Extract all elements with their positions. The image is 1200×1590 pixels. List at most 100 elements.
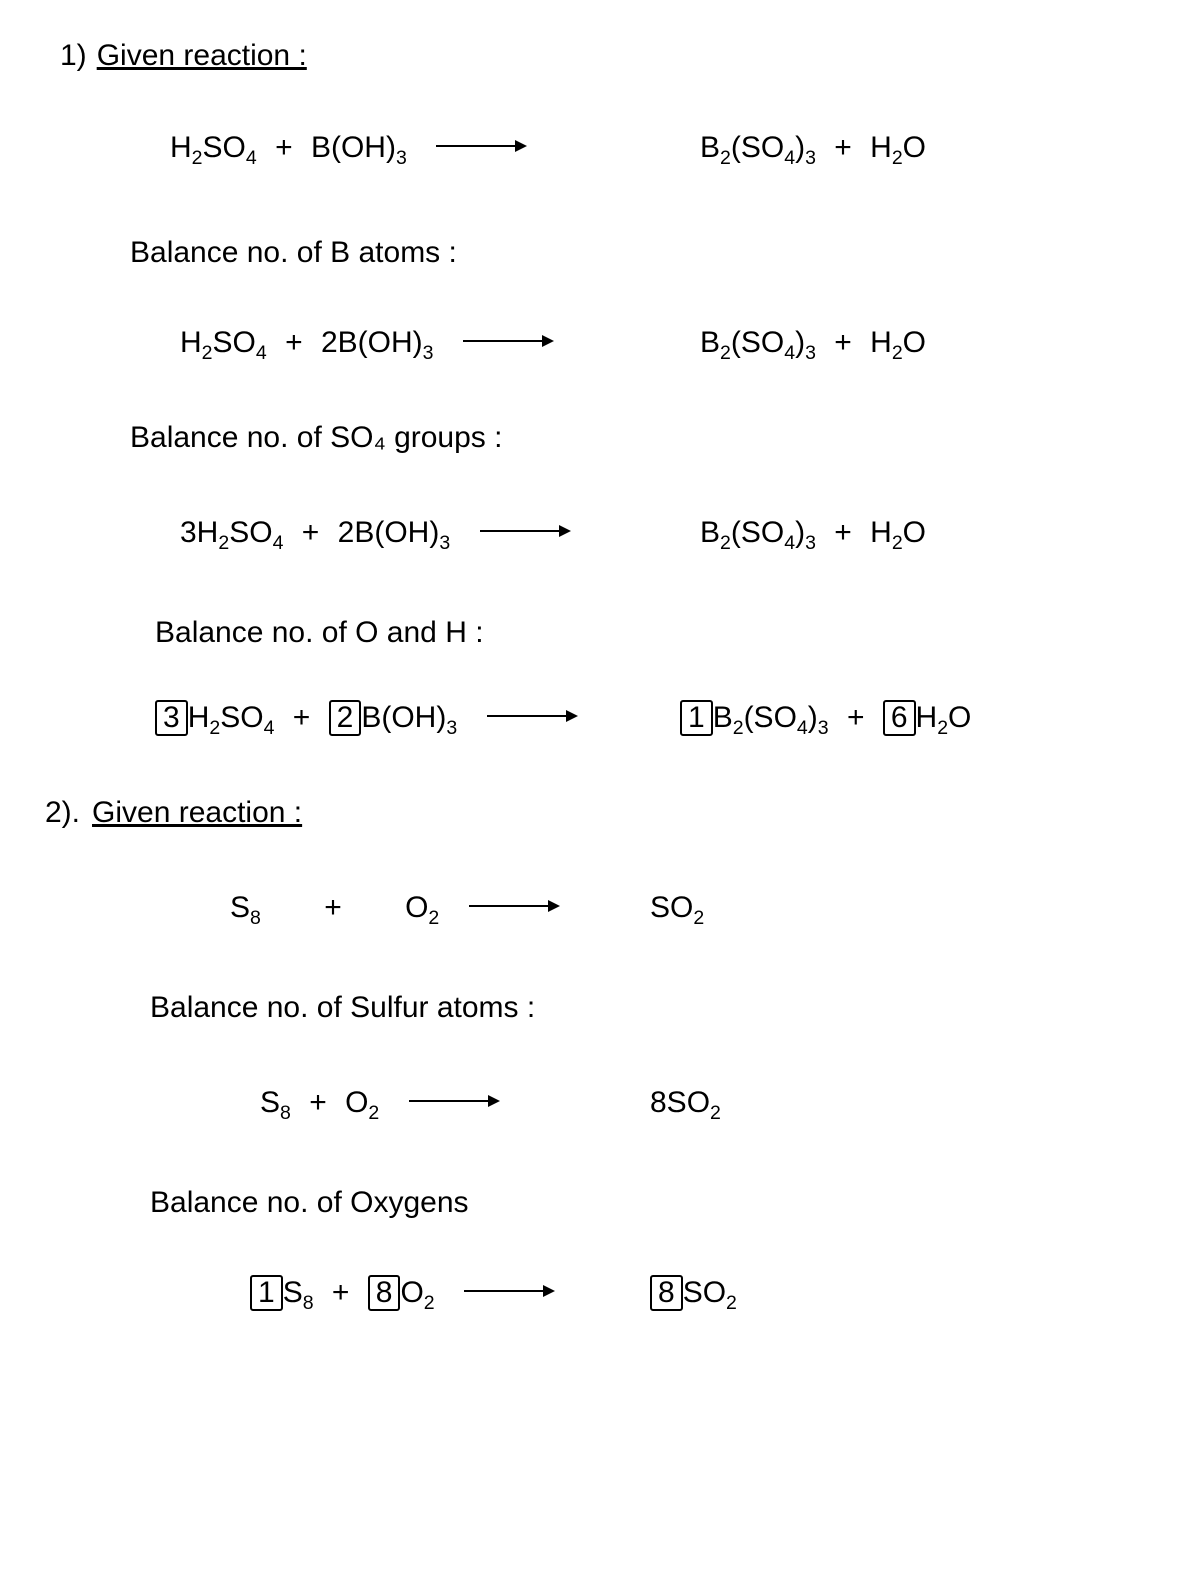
section-heading: Given reaction : bbox=[92, 796, 302, 829]
plus-sign: + bbox=[267, 326, 321, 359]
equation-rhs: 1B2(SO4)3 + 6H2O bbox=[680, 700, 971, 740]
chem-term: B2 bbox=[700, 516, 731, 549]
reaction-arrow-icon bbox=[455, 1272, 565, 1308]
chem-term: O2 bbox=[345, 1086, 379, 1119]
equation-line: 3H2SO4 + 2B(OH)3B2(SO4)3 + H2O bbox=[180, 515, 600, 555]
equation-lhs: 3H2SO4 + 2B(OH)3 bbox=[155, 701, 457, 734]
chem-term: SO2 bbox=[650, 891, 704, 924]
chem-term: S8 bbox=[260, 1086, 291, 1119]
chem-term: )3 bbox=[795, 516, 816, 549]
chem-term: S8 bbox=[230, 891, 261, 924]
chem-term: O bbox=[903, 516, 926, 549]
chem-term: O2 bbox=[405, 891, 439, 924]
plus-sign: + bbox=[274, 701, 328, 734]
chem-term: B(OH)3 bbox=[311, 131, 407, 164]
chem-term: O bbox=[903, 131, 926, 164]
equation-lhs: 3H2SO4 + 2B(OH)3 bbox=[180, 516, 450, 549]
chem-term: H2 bbox=[180, 326, 213, 359]
coefficient-box: 1 bbox=[250, 1275, 283, 1311]
equation-line: S8 + O2SO2 bbox=[230, 890, 589, 930]
coefficient-box: 8 bbox=[368, 1275, 401, 1311]
plus-sign: + bbox=[261, 891, 405, 924]
equation-lhs: 1S8 + 8O2 bbox=[250, 1276, 435, 1309]
chem-term: H2 bbox=[870, 326, 903, 359]
equation-lhs: S8 + O2 bbox=[260, 1086, 379, 1119]
chem-term: B2 bbox=[700, 326, 731, 359]
chem-term: B(OH)3 bbox=[361, 701, 457, 734]
chem-term: H2 bbox=[188, 701, 221, 734]
equation-rhs: B2(SO4)3 + H2O bbox=[700, 515, 926, 555]
section-heading: Given reaction : bbox=[97, 39, 307, 72]
text-label: Balance no. of O and H : bbox=[155, 616, 484, 649]
equation-lhs: H2SO4 + 2B(OH)3 bbox=[180, 326, 434, 359]
chem-term: (SO4 bbox=[731, 131, 795, 164]
chem-term: (SO4 bbox=[731, 516, 795, 549]
chem-term: B2 bbox=[713, 701, 744, 734]
equation-line: H2SO4 + 2B(OH)3B2(SO4)3 + H2O bbox=[180, 325, 584, 365]
plus-sign: + bbox=[283, 516, 337, 549]
reaction-arrow-icon bbox=[427, 127, 537, 163]
chem-term: H2 bbox=[170, 131, 203, 164]
text-line: 2). Given reaction : bbox=[45, 795, 302, 831]
equation-rhs: B2(SO4)3 + H2O bbox=[700, 130, 926, 170]
chem-term: 3H2 bbox=[180, 516, 229, 549]
equation-rhs: SO2 bbox=[650, 890, 704, 930]
chem-term: (SO4 bbox=[731, 326, 795, 359]
plus-sign: + bbox=[829, 701, 883, 734]
plus-sign: + bbox=[314, 1276, 368, 1309]
reaction-arrow-icon bbox=[454, 322, 564, 358]
chem-term: 2B(OH)3 bbox=[321, 326, 434, 359]
plus-sign: + bbox=[816, 131, 870, 164]
handwritten-worksheet: 1)Given reaction :H2SO4 + B(OH)3B2(SO4)3… bbox=[0, 0, 1200, 1590]
chem-term: H2 bbox=[870, 131, 903, 164]
equation-line: H2SO4 + B(OH)3B2(SO4)3 + H2O bbox=[170, 130, 557, 170]
text-label: Balance no. of Sulfur atoms : bbox=[150, 991, 535, 1024]
reaction-arrow-icon bbox=[459, 887, 569, 923]
chem-term: 2B(OH)3 bbox=[338, 516, 451, 549]
text-label: 1) bbox=[60, 39, 87, 72]
text-label: 2). bbox=[45, 796, 80, 829]
chem-term: SO4 bbox=[213, 326, 267, 359]
text-label: Balance no. of SO₄ groups : bbox=[130, 421, 502, 454]
chem-term: SO4 bbox=[229, 516, 283, 549]
equation-lhs: H2SO4 + B(OH)3 bbox=[170, 131, 407, 164]
equation-rhs: 8SO2 bbox=[650, 1275, 737, 1315]
coefficient-box: 6 bbox=[883, 700, 916, 736]
coefficient-box: 1 bbox=[680, 700, 713, 736]
text-line: Balance no. of O and H : bbox=[155, 615, 484, 651]
chem-term: O bbox=[903, 326, 926, 359]
chem-term: )3 bbox=[795, 326, 816, 359]
chem-term: SO2 bbox=[683, 1276, 737, 1309]
coefficient-box: 8 bbox=[650, 1275, 683, 1311]
reaction-arrow-icon bbox=[470, 512, 580, 548]
coefficient-box: 3 bbox=[155, 700, 188, 736]
text-label: Balance no. of B atoms : bbox=[130, 236, 457, 269]
chem-term: )3 bbox=[808, 701, 829, 734]
chem-term: H2 bbox=[916, 701, 949, 734]
equation-lhs: S8 + O2 bbox=[230, 891, 439, 924]
text-line: 1) Given reaction : bbox=[60, 38, 307, 74]
chem-term: SO4 bbox=[203, 131, 257, 164]
chem-term: O2 bbox=[400, 1276, 434, 1309]
text-label: Balance no. of Oxygens bbox=[150, 1186, 469, 1219]
reaction-arrow-icon bbox=[399, 1082, 509, 1118]
chem-term: SO4 bbox=[220, 701, 274, 734]
chem-term: S8 bbox=[283, 1276, 314, 1309]
plus-sign: + bbox=[291, 1086, 345, 1119]
equation-rhs: 8SO2 bbox=[650, 1085, 721, 1125]
chem-term: (SO4 bbox=[744, 701, 808, 734]
equation-line: 3H2SO4 + 2B(OH)31B2(SO4)3 + 6H2O bbox=[155, 700, 607, 740]
chem-term: 8SO2 bbox=[650, 1086, 721, 1119]
equation-line: S8 + O28SO2 bbox=[260, 1085, 529, 1125]
coefficient-box: 2 bbox=[329, 700, 362, 736]
chem-term: O bbox=[948, 701, 971, 734]
plus-sign: + bbox=[816, 516, 870, 549]
chem-term: B2 bbox=[700, 131, 731, 164]
chem-term: H2 bbox=[870, 516, 903, 549]
text-line: Balance no. of Oxygens bbox=[150, 1185, 469, 1221]
text-line: Balance no. of B atoms : bbox=[130, 235, 457, 271]
equation-rhs: B2(SO4)3 + H2O bbox=[700, 325, 926, 365]
reaction-arrow-icon bbox=[477, 697, 587, 733]
chem-term: )3 bbox=[795, 131, 816, 164]
plus-sign: + bbox=[816, 326, 870, 359]
